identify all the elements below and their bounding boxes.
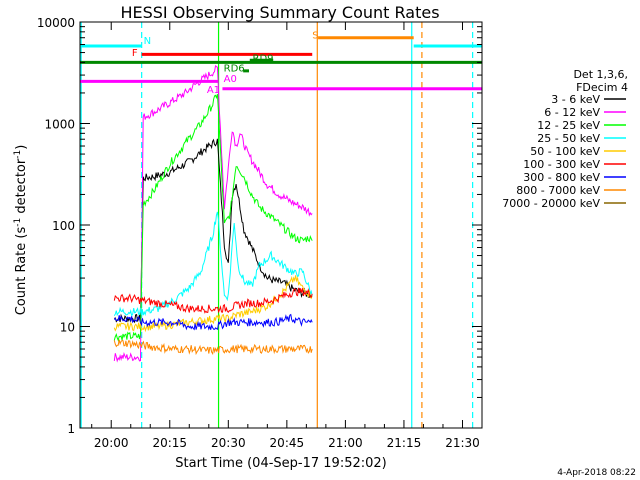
series-line-1	[113, 65, 313, 363]
y-tick-label-0: 1	[67, 422, 75, 436]
legend-label-5: 100 - 300 keV	[523, 158, 600, 171]
x-tick-label-6: 21:30	[445, 436, 480, 450]
legend-label-4: 50 - 100 keV	[530, 145, 600, 158]
legend-label-1: 6 - 12 keV	[544, 106, 600, 119]
y-tick-label-1: 10	[60, 321, 75, 335]
series-line-6	[113, 313, 313, 331]
series-line-7	[113, 339, 313, 356]
flag-label-2: S	[312, 30, 318, 41]
legend-label-0: 3 - 6 keV	[551, 93, 600, 106]
x-axis-label: Start Time (04-Sep-17 19:52:02)	[175, 456, 386, 471]
timestamp: 4-Apr-2018 08:22	[557, 468, 636, 478]
y-tick-label-3: 1000	[44, 118, 75, 132]
x-tick-label-0: 20:00	[94, 436, 129, 450]
flag-label-0: N	[144, 36, 151, 47]
series-line-2	[113, 94, 313, 342]
chart-title: HESSI Observing Summary Count Rates	[120, 3, 439, 22]
flag-label-4: A0	[224, 74, 237, 85]
x-tick-label-5: 21:15	[387, 436, 422, 450]
x-tick-label-2: 20:30	[211, 436, 246, 450]
legend-label-7: 800 - 7000 keV	[516, 184, 600, 197]
series-line-5	[113, 287, 313, 314]
legend-label-2: 12 - 25 keV	[537, 119, 600, 132]
legend-header-2: FDecim 4	[576, 81, 628, 94]
series-line-3	[113, 211, 313, 318]
y-axis-label: Count Rate (s-1 detector-1)	[13, 145, 29, 316]
series-line-0	[114, 138, 313, 324]
flag-label-3: A1	[207, 85, 220, 96]
x-tick-label-3: 20:45	[270, 436, 305, 450]
flag-label-1: F	[132, 48, 138, 59]
flag-label-6: RD9	[253, 53, 274, 64]
legend-header-1: Det 1,3,6,	[573, 68, 628, 81]
legend-label-3: 25 - 50 keV	[537, 132, 600, 145]
x-tick-label-1: 20:15	[152, 436, 187, 450]
y-tick-label-4: 10000	[37, 16, 75, 30]
legend-label-8: 7000 - 20000 keV	[502, 197, 600, 210]
x-tick-label-4: 21:00	[328, 436, 363, 450]
flag-label-5: RD6	[224, 64, 245, 75]
legend-label-6: 300 - 800 keV	[523, 171, 600, 184]
y-tick-label-2: 100	[52, 219, 75, 233]
